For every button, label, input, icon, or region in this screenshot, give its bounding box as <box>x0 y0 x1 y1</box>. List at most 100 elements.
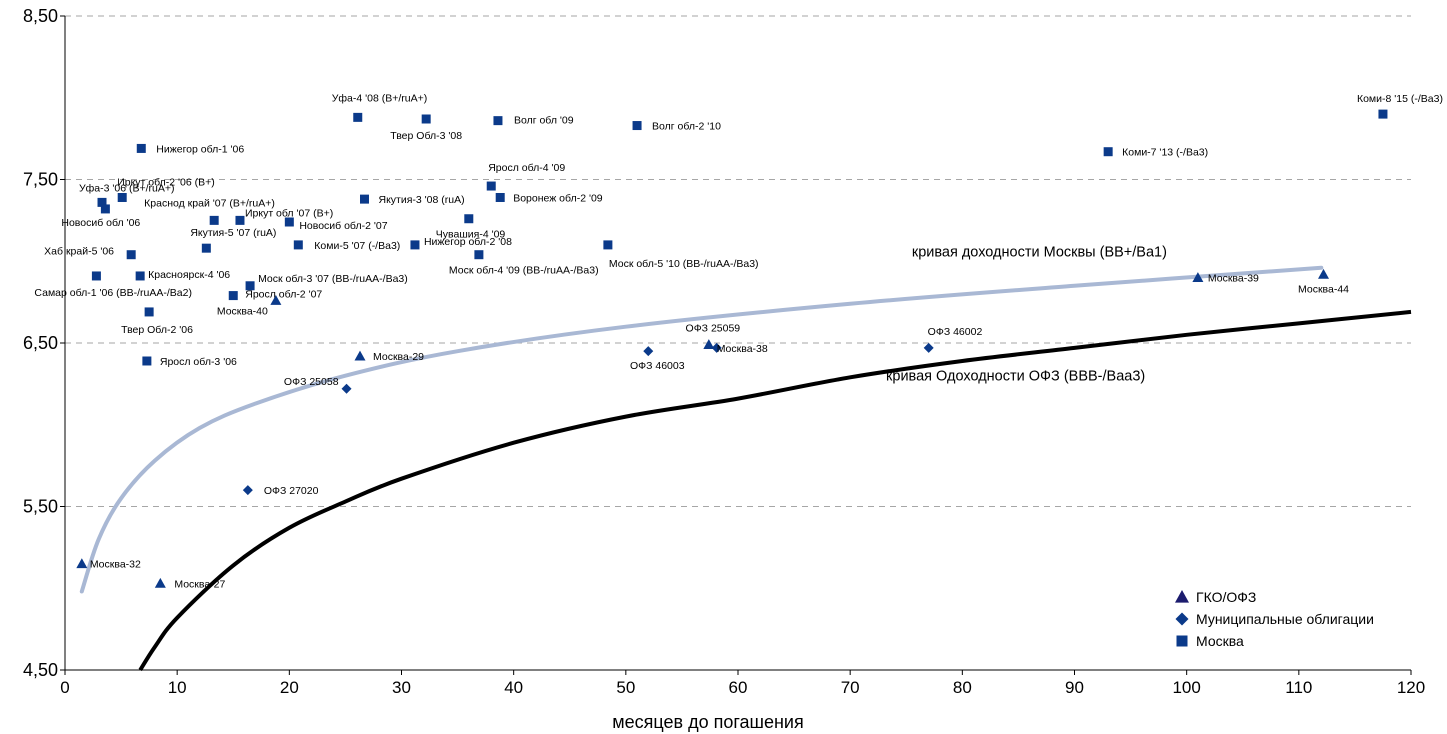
x-tick-label: 20 <box>280 678 299 697</box>
point-label: Моск обл-3 '07 (BB-/ruAA-/Ba3) <box>258 273 408 285</box>
y-tick-label: 4,50 <box>23 660 58 680</box>
axes <box>60 15 1412 675</box>
legend-item-municipal: Муниципальные облигации <box>1175 611 1374 627</box>
x-tick-labels: 0 10 20 30 40 50 60 70 80 90 100 110 120 <box>60 678 1425 697</box>
square-marker <box>144 307 154 317</box>
point-label: Твер Обл-2 '06 <box>121 324 193 336</box>
diamond-marker <box>242 485 253 496</box>
point-label: Яросл обл-3 '06 <box>160 356 237 368</box>
square-marker <box>603 240 613 250</box>
square-marker <box>209 215 219 225</box>
square-marker <box>135 271 145 281</box>
point-label: Москва-44 <box>1298 283 1349 295</box>
square-marker <box>474 250 484 260</box>
x-tick-label: 10 <box>168 678 187 697</box>
x-tick-label: 120 <box>1397 678 1425 697</box>
diamond-marker <box>711 342 722 353</box>
square-marker <box>136 143 146 153</box>
point-label: Самар обл-1 '06 (BB-/ruAA-/Ba2) <box>34 287 192 299</box>
point-label: Яросл обл-2 '07 <box>245 289 322 301</box>
square-marker <box>245 281 255 291</box>
square-marker <box>632 121 642 131</box>
legend-label: Муниципальные облигации <box>1196 611 1374 627</box>
diamond-marker <box>341 383 352 394</box>
point-label: Москва-27 <box>174 578 225 590</box>
x-tick-label: 90 <box>1065 678 1084 697</box>
point-label: Яросл обл-4 '09 <box>488 162 565 174</box>
square-icon <box>1176 635 1188 647</box>
x-tick-label: 100 <box>1172 678 1200 697</box>
x-tick-label: 60 <box>729 678 748 697</box>
point-label: Нижегор обл-1 '06 <box>156 143 244 155</box>
legend-item-gko-ofz: ГКО/ОФЗ <box>1175 589 1256 605</box>
point-label: Коми-7 '13 (-/Ba3) <box>1122 147 1208 159</box>
yield-curves <box>79 265 1412 672</box>
diamond-icon <box>1175 612 1189 626</box>
x-tick-label: 40 <box>504 678 523 697</box>
point-label: Иркут обл-2 '06 (B+) <box>117 176 215 188</box>
x-tick-label: 30 <box>392 678 411 697</box>
legend-label: Москва <box>1196 633 1244 649</box>
square-marker <box>1103 147 1113 157</box>
grid-lines <box>65 15 1411 507</box>
data-points: Москва-32 Москва-27 Москва-29 Москва-40 ОФЗ … <box>34 92 1443 590</box>
point-label: ОФЗ 46003 <box>630 360 685 372</box>
point-label: ОФЗ 27020 <box>264 485 319 497</box>
square-marker <box>284 217 294 227</box>
square-marker <box>142 356 152 366</box>
triangle-marker <box>354 350 366 361</box>
ofz-curve-label: кривая Одоходности ОФЗ (BBB-/Baa3) <box>886 369 1145 385</box>
point-label: Твер Обл-3 '08 <box>390 130 462 142</box>
point-label: Новосиб обл-2 '07 <box>299 220 387 232</box>
point-label: Коми-8 '15 (-/Ba3) <box>1357 93 1443 105</box>
point-label: Новосиб обл '06 <box>61 217 140 229</box>
x-axis-label: месяцев до погашения <box>612 712 803 732</box>
triangle-icon <box>1175 590 1189 603</box>
y-tick-label: 5,50 <box>23 497 58 517</box>
point-label: Волг обл '09 <box>514 115 574 127</box>
point-label: Краснод край '07 (B+/ruA+) <box>144 197 275 209</box>
legend-item-moscow: Москва <box>1176 633 1244 649</box>
point-label: Нижегор обл-2 '08 <box>424 236 512 248</box>
triangle-marker <box>1318 268 1330 279</box>
square-marker <box>353 112 363 122</box>
square-marker <box>410 240 420 250</box>
point-label: ОФЗ 25058 <box>284 376 339 388</box>
point-label: Якутия-5 '07 (ruA) <box>190 227 276 239</box>
point-label: Москва-39 <box>1208 273 1259 285</box>
point-label: Уфа-4 '08 (B+/ruA+) <box>332 92 428 104</box>
point-label: Воронеж обл-2 '09 <box>513 192 603 204</box>
triangle-marker <box>76 558 88 569</box>
point-label: Москва-32 <box>90 559 141 571</box>
point-label: Красноярск-4 '06 <box>148 269 230 281</box>
curve-labels: кривая доходности Москвы (BB+/Ba1) крива… <box>886 244 1167 384</box>
square-marker <box>293 240 303 250</box>
x-tick-label: 80 <box>953 678 972 697</box>
point-label: Моск обл-4 '09 (BB-/ruAA-/Ba3) <box>449 265 599 277</box>
legend-label: ГКО/ОФЗ <box>1196 589 1256 605</box>
moscow-yield-curve <box>79 265 1324 594</box>
point-label: Москва-29 <box>373 351 424 363</box>
diamond-marker <box>643 346 654 357</box>
square-marker <box>359 194 369 204</box>
square-marker <box>464 214 474 224</box>
moscow-curve-label: кривая доходности Москвы (BB+/Ba1) <box>912 244 1167 260</box>
y-tick-label: 6,50 <box>23 333 58 353</box>
diamond-marker <box>923 342 934 353</box>
point-label: Волг обл-2 '10 <box>652 121 721 133</box>
square-marker <box>126 250 136 260</box>
point-label: ОФЗ 25059 <box>686 323 741 335</box>
square-marker <box>1378 109 1388 119</box>
x-tick-label: 50 <box>616 678 635 697</box>
y-tick-label: 7,50 <box>23 170 58 190</box>
triangle-marker <box>703 339 715 350</box>
square-marker <box>421 114 431 124</box>
point-label: Иркут обл '07 (B+) <box>245 207 333 219</box>
y-tick-label: 8,50 <box>23 6 58 26</box>
x-tick-label: 0 <box>60 678 69 697</box>
triangle-marker <box>154 577 166 588</box>
x-tick-label: 70 <box>841 678 860 697</box>
point-label: Москва-38 <box>717 343 768 355</box>
square-marker <box>91 271 101 281</box>
